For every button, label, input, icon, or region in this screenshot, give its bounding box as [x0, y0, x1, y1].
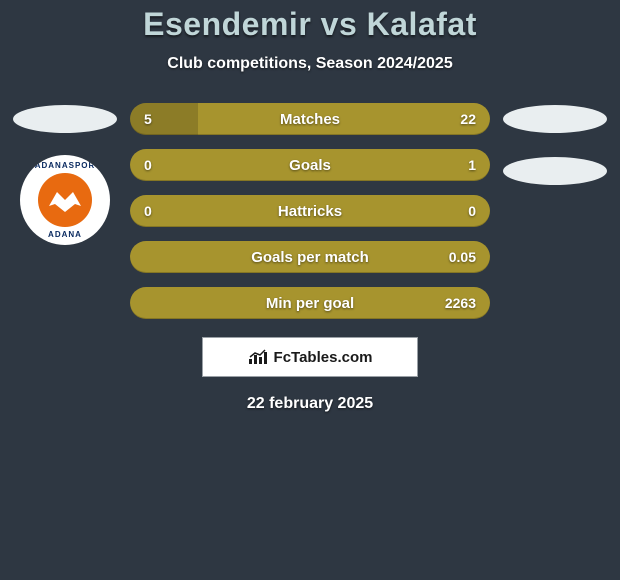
badge-bottom-text: ADANA	[20, 230, 110, 239]
stat-right-value: 0.05	[436, 249, 476, 265]
main-row: ADANASPOR ADANA 5Matches22 0Goals1 0Hattri…	[0, 103, 620, 319]
left-player-oval	[13, 105, 117, 133]
brand-text: FcTables.com	[274, 349, 373, 366]
right-side-col	[500, 103, 610, 185]
subtitle: Club competitions, Season 2024/2025	[0, 55, 620, 73]
stat-right-value: 2263	[436, 295, 476, 311]
left-club-badge: ADANASPOR ADANA	[20, 155, 110, 245]
comparison-card: Esendemir vs Kalafat Club competitions, …	[0, 0, 620, 413]
page-title: Esendemir vs Kalafat	[0, 6, 620, 43]
stat-bar: 0Goals1	[130, 149, 490, 181]
right-player-oval	[503, 105, 607, 133]
badge-top-text: ADANASPOR	[20, 161, 110, 170]
badge-core	[38, 173, 92, 227]
left-side-col: ADANASPOR ADANA	[10, 103, 120, 245]
date-text: 22 february 2025	[0, 395, 620, 413]
stat-right-value: 22	[436, 111, 476, 127]
chart-icon	[248, 349, 268, 365]
right-club-oval	[503, 157, 607, 185]
stats-column: 5Matches22 0Goals1 0Hattricks0 Goals per ma…	[130, 103, 490, 319]
stat-right-value: 0	[436, 203, 476, 219]
stat-bar: 0Hattricks0	[130, 195, 490, 227]
brand-box[interactable]: FcTables.com	[202, 337, 418, 377]
eagle-icon	[47, 186, 83, 214]
stat-bar: Goals per match0.05	[130, 241, 490, 273]
stat-bar: Min per goal2263	[130, 287, 490, 319]
stat-right-value: 1	[436, 157, 476, 173]
stat-bar: 5Matches22	[130, 103, 490, 135]
